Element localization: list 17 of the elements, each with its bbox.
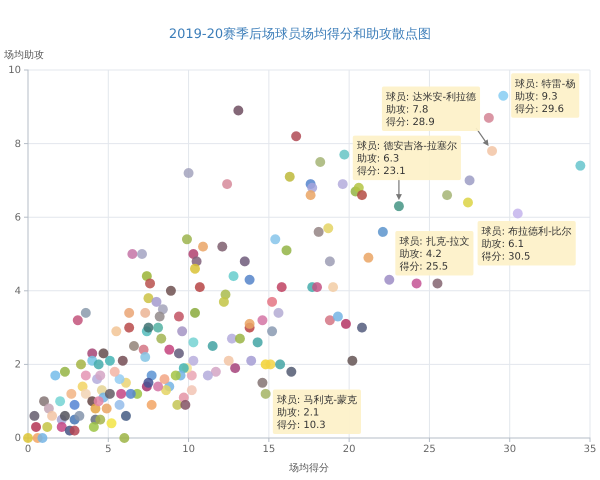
x-tick-label: 10	[182, 444, 195, 456]
x-tick-label: 0	[24, 444, 32, 456]
y-tick-label: 10	[8, 65, 21, 76]
y-tick-label: 6	[14, 212, 21, 224]
x-axis-title: 场均得分	[288, 462, 329, 474]
y-tick-label: 8	[14, 138, 21, 150]
x-tick-label: 30	[503, 444, 516, 456]
y-tick-label: 2	[14, 360, 21, 371]
x-tick-label: 15	[262, 444, 276, 456]
chart-title: 2019-20赛季后场球员场均得分和助攻散点图	[168, 26, 432, 42]
x-tick-label: 35	[584, 444, 596, 456]
y-axis-title: 场均助攻	[3, 49, 44, 61]
y-tick-label: 4	[14, 286, 21, 297]
x-tick-label: 5	[105, 444, 112, 456]
y-tick-label: 0	[14, 433, 21, 444]
x-tick-label: 20	[342, 444, 356, 456]
x-tick-label: 25	[423, 444, 436, 456]
